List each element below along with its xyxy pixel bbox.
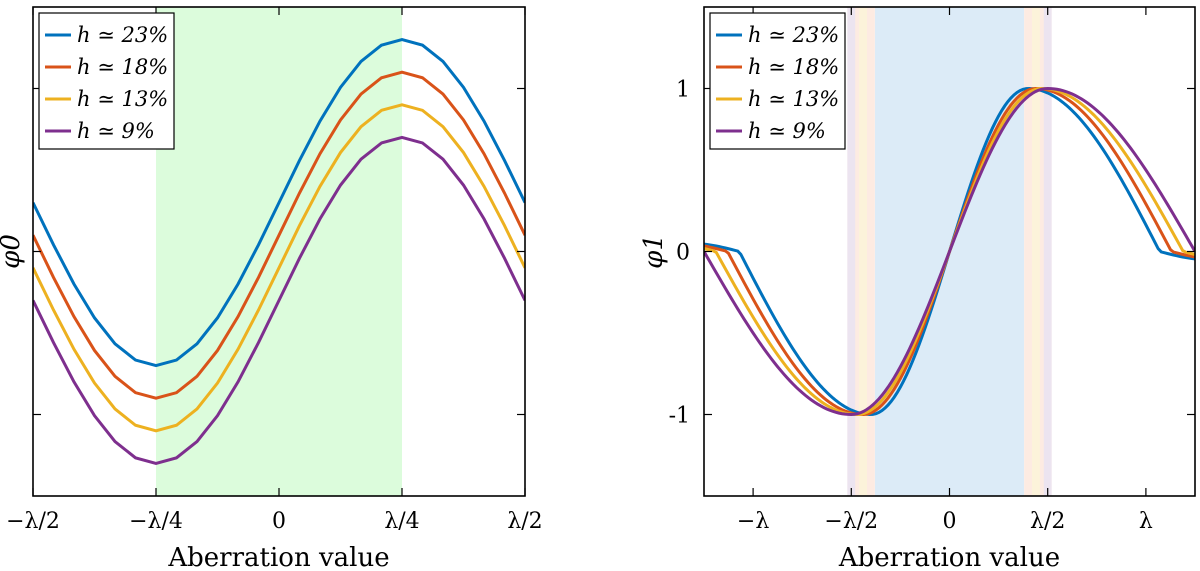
series-line-1 [33,38,525,368]
x-tick-label: 0 [943,509,957,534]
x-tick-label: −λ [737,509,769,534]
legend-entry: h ≃ 13% [77,87,168,111]
x-tick-label: −λ/4 [129,509,183,534]
shaded-band [847,7,856,496]
series-line-2 [33,70,525,400]
shaded-band [1031,7,1040,496]
legend-entry: h ≃ 18% [748,55,839,79]
legend-entry: h ≃ 13% [748,87,839,111]
legend-entry: h ≃ 9% [77,119,155,143]
x-tick-label: λ/2 [1030,509,1065,534]
y-tick-label: 1 [676,78,690,103]
x-tick-label: −λ/2 [6,509,60,534]
shaded-region [156,7,402,496]
x-tick-label: λ/2 [507,509,542,534]
y-tick-label: -1 [669,404,690,429]
x-tick-label: λ/4 [384,509,419,534]
series-line-4 [704,86,1195,417]
chart-panel-1: −λ/2 −λ/4 0 λ/4 λ/2 Aberration value φ0 h ≃ 23%… [0,6,543,571]
x-axis-label: Aberration value [167,543,389,571]
legend-entry: h ≃ 23% [748,23,839,47]
y-axis-label: φ1 [639,234,669,269]
chart-panel-2: −λ −λ/2 0 λ/2 λ 1 0 -1 Aberration value φ1 h ≃ 23%… [639,6,1196,571]
x-tick-label: 0 [272,509,286,534]
series-line-3 [33,103,525,433]
x-tick-label: −λ/2 [824,509,878,534]
legend-entry: h ≃ 18% [77,55,168,79]
y-tick-label: 0 [676,241,690,266]
shaded-band [859,7,868,496]
series-line-4 [33,135,525,465]
legend-entry: h ≃ 9% [748,119,826,143]
y-axis-label: φ0 [0,234,26,269]
x-axis-label: Aberration value [838,543,1060,571]
x-tick-label: λ [1139,509,1153,534]
legend-entry: h ≃ 23% [77,23,168,47]
shaded-band [1043,7,1052,496]
